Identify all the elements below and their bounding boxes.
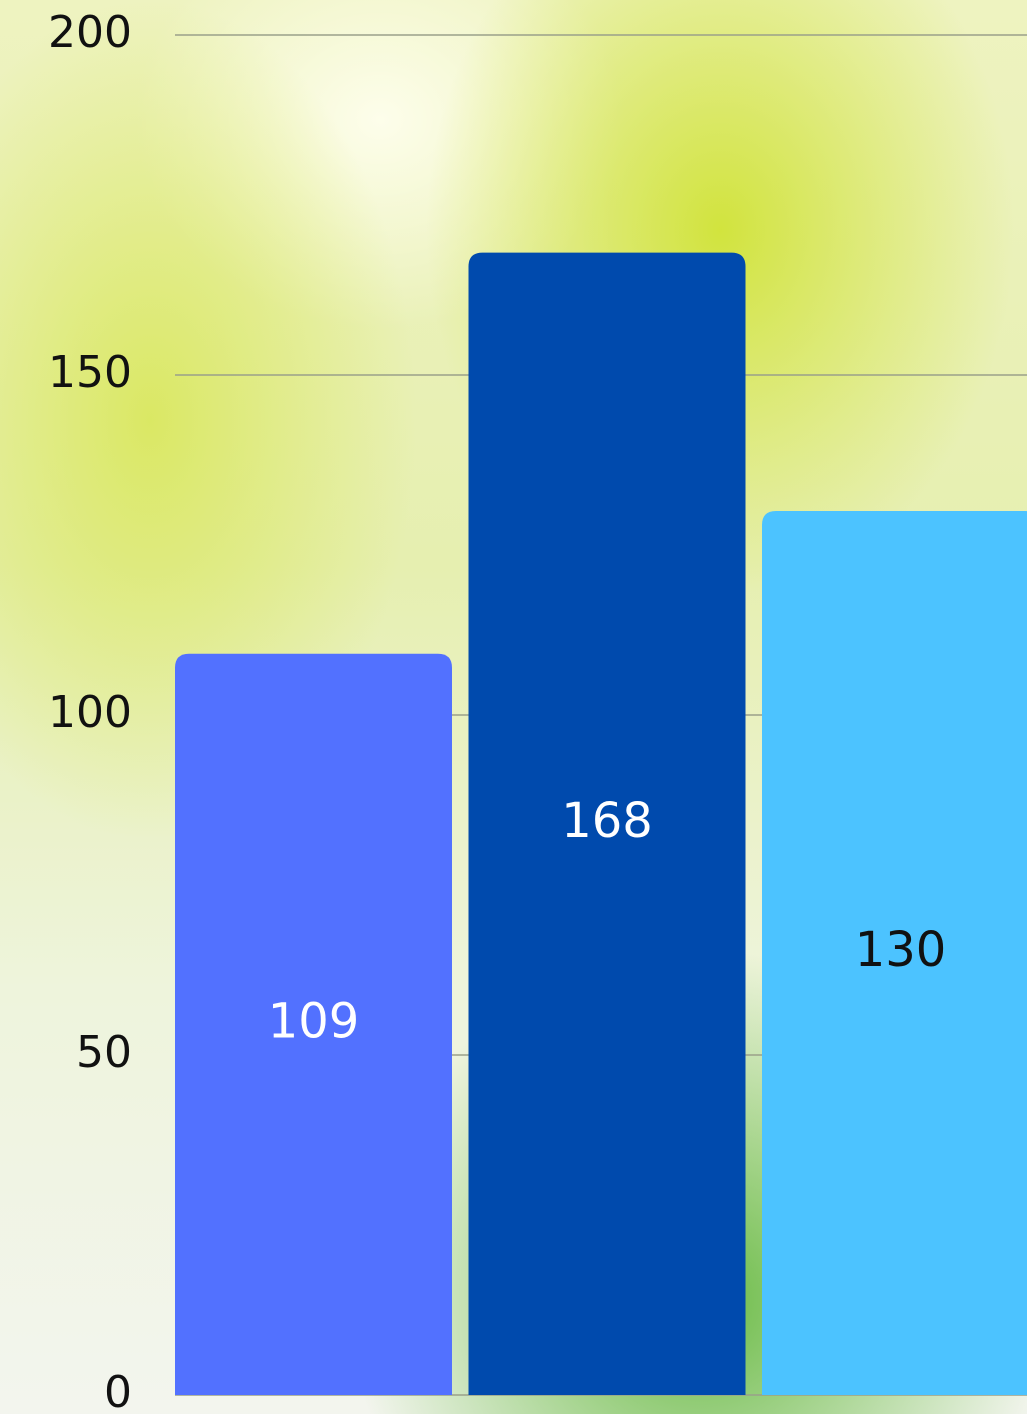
y-tick-label: 50 xyxy=(76,1027,132,1078)
y-tick-label: 200 xyxy=(48,7,132,58)
y-tick-label: 100 xyxy=(48,687,132,738)
y-tick-label: 0 xyxy=(104,1367,132,1414)
bar xyxy=(762,511,1027,1395)
bar xyxy=(175,653,452,1395)
value-label: 109 xyxy=(268,993,360,1049)
bar xyxy=(468,252,746,1396)
y-tick-label: 150 xyxy=(48,347,132,398)
value-label: 130 xyxy=(855,922,947,978)
value-label: 168 xyxy=(561,793,653,849)
